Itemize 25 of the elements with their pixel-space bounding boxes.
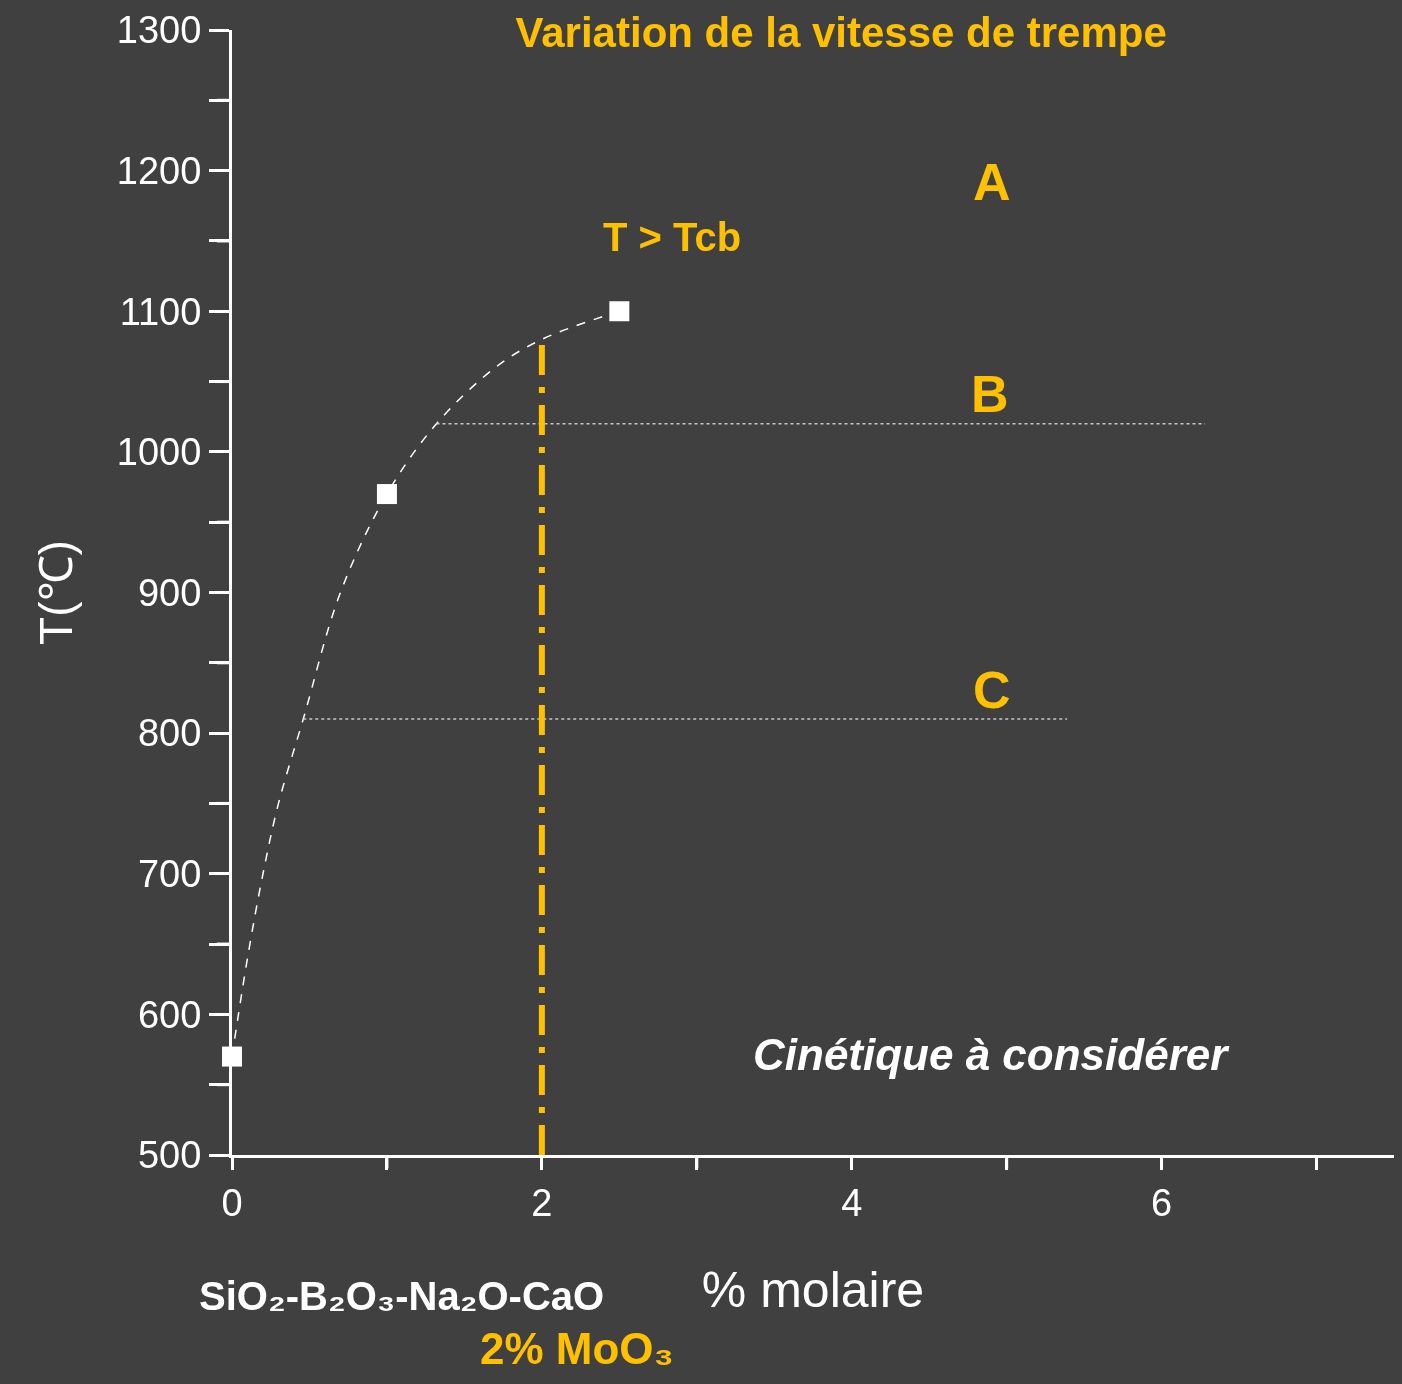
annotation: A <box>973 153 1011 211</box>
point <box>609 301 630 322</box>
y-tick-label: 500 <box>137 1134 202 1177</box>
annotation: B <box>971 365 1009 423</box>
y-tick-label: 1300 <box>116 9 202 52</box>
y-tick-label: 900 <box>137 571 202 614</box>
y-tick-label: 800 <box>137 712 202 755</box>
x-tick-label: 4 <box>841 1181 863 1224</box>
y-tick-label: 600 <box>137 993 202 1036</box>
y-tick-label: 1100 <box>119 290 202 333</box>
x-tick-label: 6 <box>1151 1181 1173 1224</box>
x-axis-title: % molaire <box>701 1262 925 1319</box>
y-axis-title: T(℃) <box>30 540 83 645</box>
text: 2% MoO₃ <box>480 1324 674 1373</box>
y-tick-label: 1200 <box>116 149 202 192</box>
annotation: C <box>973 661 1011 719</box>
y-tick-label: 700 <box>137 853 202 896</box>
chart-title: Variation de la vitesse de trempe <box>515 8 1167 56</box>
x-tick-label: 0 <box>221 1181 243 1224</box>
annotation: T > Tcb <box>603 215 742 259</box>
annotation: Cinétique à considérer <box>753 1030 1231 1079</box>
point <box>376 484 397 505</box>
y-tick-label: 1000 <box>116 431 202 474</box>
x-tick-label: 2 <box>531 1181 553 1224</box>
text: SiO₂-B₂O₃-Na₂O-CaO <box>199 1274 605 1318</box>
